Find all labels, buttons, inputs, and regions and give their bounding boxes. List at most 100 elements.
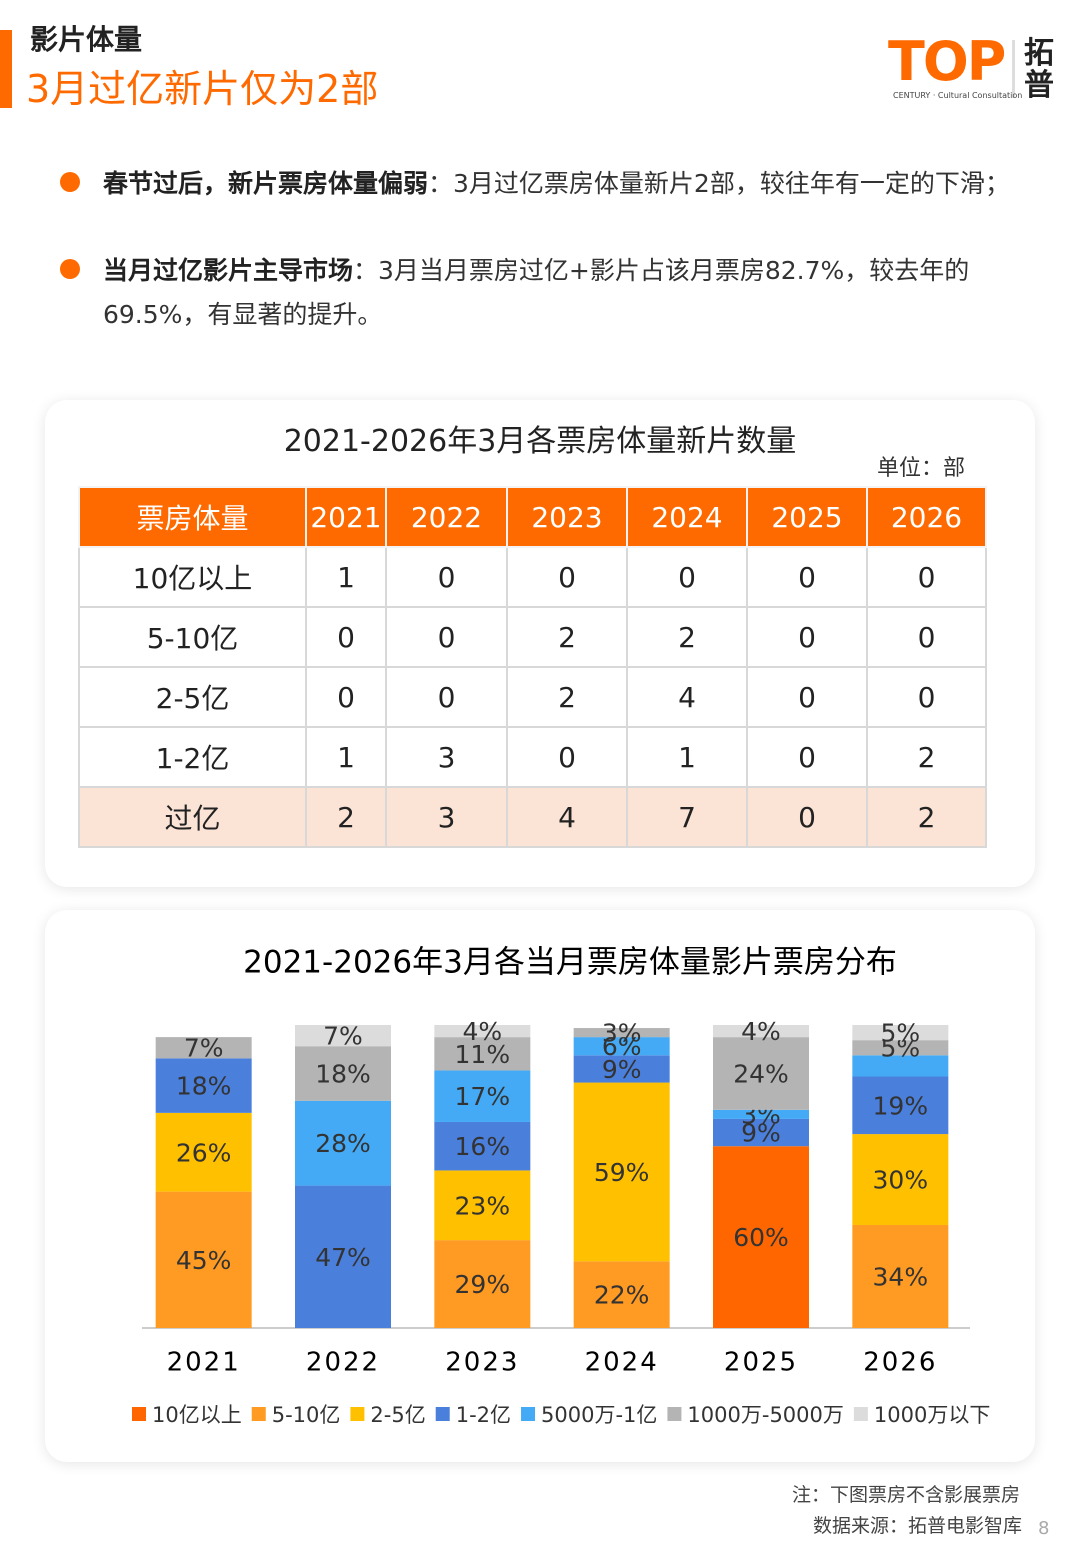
table-cell: 0 [506,726,628,788]
table-cell: 3 [385,786,508,848]
header-cell: 2025 [746,486,868,548]
table-cell: 0 [746,726,868,788]
bar-segment [434,1070,531,1122]
table-cell: 过亿 [78,786,307,848]
table-cell: 1 [626,726,748,788]
table-cell: 0 [866,666,987,728]
data-label: 9% [741,1119,781,1148]
table-cell: 0 [626,546,748,608]
data-label: 11% [455,1040,511,1069]
data-label: 18% [176,1072,232,1101]
header-cell: 2022 [385,486,508,548]
table-row: 1-2亿 1 3 0 1 0 2 [78,726,987,788]
bullet-dot [60,259,80,279]
logo: TOP [888,30,1006,93]
table-cell: 10亿以上 [78,546,307,608]
header-cell: 2021 [305,486,387,548]
data-label: 45% [176,1246,232,1275]
bar-segment [434,1025,531,1038]
bar-segment [573,1028,670,1038]
x-tick-label: 2023 [445,1348,519,1378]
data-label: 28% [315,1129,371,1158]
data-label: 60% [733,1223,789,1252]
bar-segment [434,1240,531,1328]
legend-swatch [350,1407,365,1421]
table-row: 过亿 2 3 4 7 0 2 [78,786,987,848]
bar-segment [155,1112,252,1192]
section-label: 影片体量 [30,23,143,56]
bar-segment [573,1055,670,1083]
legend-label: 2-5亿 [370,1403,425,1427]
legend-label: 5000万-1亿 [541,1403,657,1427]
legend-label: 1-2亿 [456,1403,511,1427]
bullet-dot [60,172,80,192]
table-cell: 2 [305,786,387,848]
table-cell: 2 [866,726,987,788]
data-label: 4% [462,1017,502,1046]
bar-segment [713,1109,809,1119]
header-cell: 2023 [506,486,628,548]
table-cell: 7 [626,786,748,848]
bullet-body: ：3月当月票房过亿+影片占该月票房82.7%，较去年的69.5%，有显著的提升。 [103,256,970,329]
bar-segment [852,1025,949,1041]
table-row: 2-5亿 0 0 2 4 0 0 [78,666,987,728]
bar-segment [434,1121,531,1171]
header-cell: 2024 [626,486,748,548]
bar-segment [295,1046,391,1101]
page-title: 3月过亿新片仅为2部 [26,67,379,111]
legend-swatch [132,1407,146,1421]
table-cell: 2 [866,786,987,848]
legend-swatch [521,1407,536,1421]
data-label: 3% [602,1019,642,1048]
x-tick-label: 2026 [863,1348,937,1378]
logo-divider [1012,40,1015,98]
legend-swatch [251,1407,266,1421]
data-label: 17% [455,1082,511,1111]
data-label: 19% [873,1091,929,1120]
table-cell: 0 [866,546,987,608]
bullet-bold: 春节过后，新片票房体量偏弱 [103,169,429,198]
bar-segment [434,1037,531,1071]
bar-segment [155,1037,252,1059]
bar-segment [852,1076,949,1135]
table-unit: 单位：部 [877,456,966,481]
data-label: 18% [315,1059,371,1088]
bar-segment [573,1037,670,1056]
table-cell: 0 [746,606,868,668]
table-cell: 0 [385,606,508,668]
table-cell: 5-10亿 [78,606,307,668]
bar-segment [713,1118,809,1147]
data-label: 29% [455,1270,511,1299]
bar-segment [713,1025,809,1038]
table-cell: 0 [305,666,387,728]
bar-segment [573,1082,670,1262]
bar-segment [155,1058,252,1113]
accent-bar [0,30,12,108]
bar-segment [295,1185,391,1328]
table-head: 票房体量 2021 2022 2023 2024 2025 2026 [78,486,987,548]
table-row: 5-10亿 0 0 2 2 0 0 [78,606,987,668]
table-cell: 0 [746,666,868,728]
data-label: 4% [741,1017,781,1046]
data-label: 47% [315,1243,371,1272]
table-cell: 0 [385,546,508,608]
table-cell: 0 [746,546,868,608]
bar-segment [852,1040,949,1056]
bar-segment [713,1037,809,1110]
bar-segment [155,1191,252,1328]
data-label: 30% [873,1166,929,1195]
data-label: 26% [176,1138,232,1167]
logo-cn: 拓普 [1024,36,1054,103]
table: 票房体量 2021 2022 2023 2024 2025 2026 10亿以上 1 0 0 0 0 0 5… [78,486,987,848]
data-label: 7% [184,1034,224,1063]
x-tick-label: 2022 [306,1348,380,1378]
bar-segment [295,1100,391,1186]
legend-swatch [435,1407,450,1421]
table-cell: 4 [626,666,748,728]
data-label: 22% [594,1281,650,1310]
bullet-bold: 当月过亿影片主导市场 [103,256,354,285]
data-label: 7% [323,1022,363,1051]
bar-segment [295,1025,391,1047]
bar-segment [713,1146,809,1328]
